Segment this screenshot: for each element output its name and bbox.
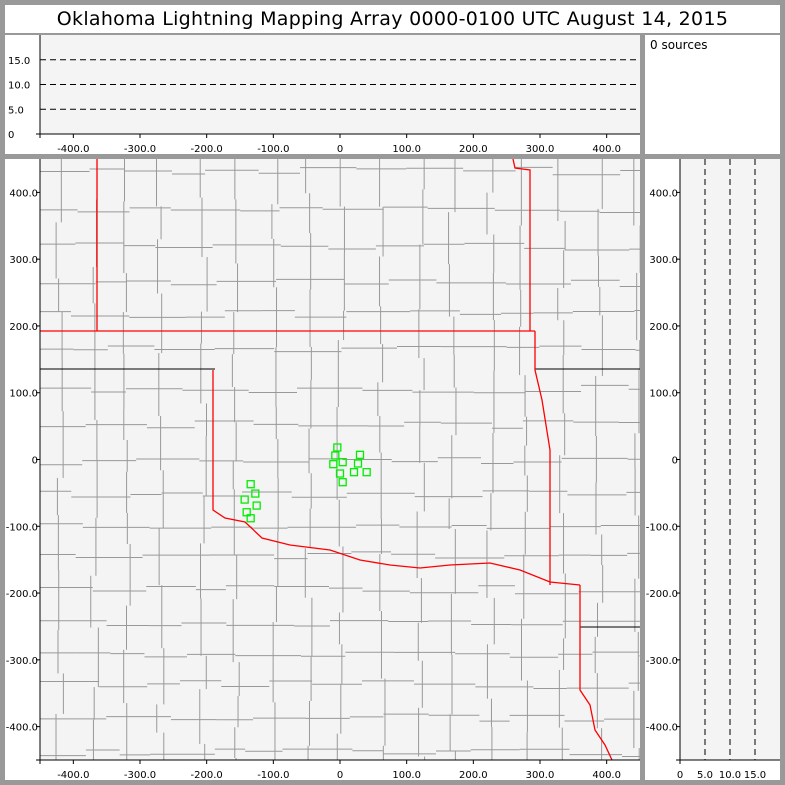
y-tick-label: -200.0: [646, 589, 678, 600]
x-tick-label: -400.0: [57, 144, 89, 155]
plot-title: Oklahoma Lightning Mapping Array 0000-01…: [5, 5, 780, 33]
lma-station-marker: [252, 501, 261, 510]
lma-station-marker: [353, 459, 363, 468]
lma-station-marker: [338, 458, 347, 467]
y-tick-label: 5.0: [8, 105, 24, 116]
y-tick-label: 400.0: [649, 188, 678, 199]
y-tick-label: -200.0: [6, 589, 38, 600]
x-tick-label: 5.0: [697, 770, 713, 781]
y-tick-label: -400.0: [6, 723, 38, 734]
y-tick-label: 200.0: [9, 322, 38, 333]
y-tick-label: 0: [8, 130, 14, 141]
map-plot-area: [40, 159, 640, 760]
y-tick-label: 10.0: [8, 81, 30, 92]
y-tick-label: 200.0: [649, 322, 678, 333]
state-boundary-red: [512, 159, 531, 331]
x-tick-label: 300.0: [526, 144, 555, 155]
x-tick-label: 100.0: [392, 144, 421, 155]
state-boundary-red: [579, 585, 613, 760]
y-tick-label: 15.0: [8, 56, 30, 67]
y-tick-label: -300.0: [6, 656, 38, 667]
x-tick-label: 0: [337, 144, 343, 155]
lma-station-marker: [355, 450, 365, 459]
sources-count: 0 sources: [650, 38, 708, 52]
lma-station-marker: [246, 514, 255, 523]
x-tick-label: 0: [337, 770, 343, 781]
lma-station-marker: [251, 489, 260, 498]
y-tick-label: -100.0: [646, 522, 678, 533]
sources-panel: 0 sources: [645, 35, 780, 154]
lma-station-marker: [338, 478, 347, 487]
x-tick-label: 400.0: [592, 770, 621, 781]
x-tick-label: -300.0: [124, 144, 156, 155]
x-tick-label: -100.0: [257, 144, 289, 155]
y-tick-label: -100.0: [6, 522, 38, 533]
lma-station-marker: [240, 495, 249, 504]
map-layer: [40, 159, 640, 760]
x-tick-label: 300.0: [526, 770, 555, 781]
y-tick-label: 0: [32, 456, 38, 467]
lma-station-marker: [335, 469, 345, 478]
x-tick-label: -400.0: [57, 770, 89, 781]
x-tick-label: 200.0: [459, 770, 488, 781]
y-tick-label: 0: [672, 456, 678, 467]
x-tick-label: 10.0: [719, 770, 741, 781]
lma-station-marker: [331, 451, 340, 460]
x-tick-label: 100.0: [392, 770, 421, 781]
y-tick-label: 400.0: [9, 188, 38, 199]
y-tick-label: 100.0: [649, 389, 678, 400]
y-tick-label: 300.0: [9, 255, 38, 266]
y-tick-label: 100.0: [9, 389, 38, 400]
lma-station-marker: [333, 443, 342, 452]
x-tick-label: -200.0: [191, 770, 223, 781]
x-tick-label: 0: [677, 770, 683, 781]
lma-station-marker: [349, 468, 359, 477]
y-tick-label: -400.0: [646, 723, 678, 734]
x-tick-label: -300.0: [124, 770, 156, 781]
state-boundary-red: [534, 331, 551, 585]
x-tick-label: 400.0: [592, 144, 621, 155]
x-tick-label: 200.0: [459, 144, 488, 155]
x-tick-label: -200.0: [191, 144, 223, 155]
lma-station-marker: [329, 460, 338, 469]
lma-station-marker: [362, 468, 371, 477]
state-boundary-red: [212, 370, 581, 586]
y-tick-label: -300.0: [646, 656, 678, 667]
x-tick-label: 15.0: [744, 770, 766, 781]
x-tick-label: -100.0: [257, 770, 289, 781]
lma-station-marker: [246, 480, 255, 489]
y-tick-label: 300.0: [649, 255, 678, 266]
